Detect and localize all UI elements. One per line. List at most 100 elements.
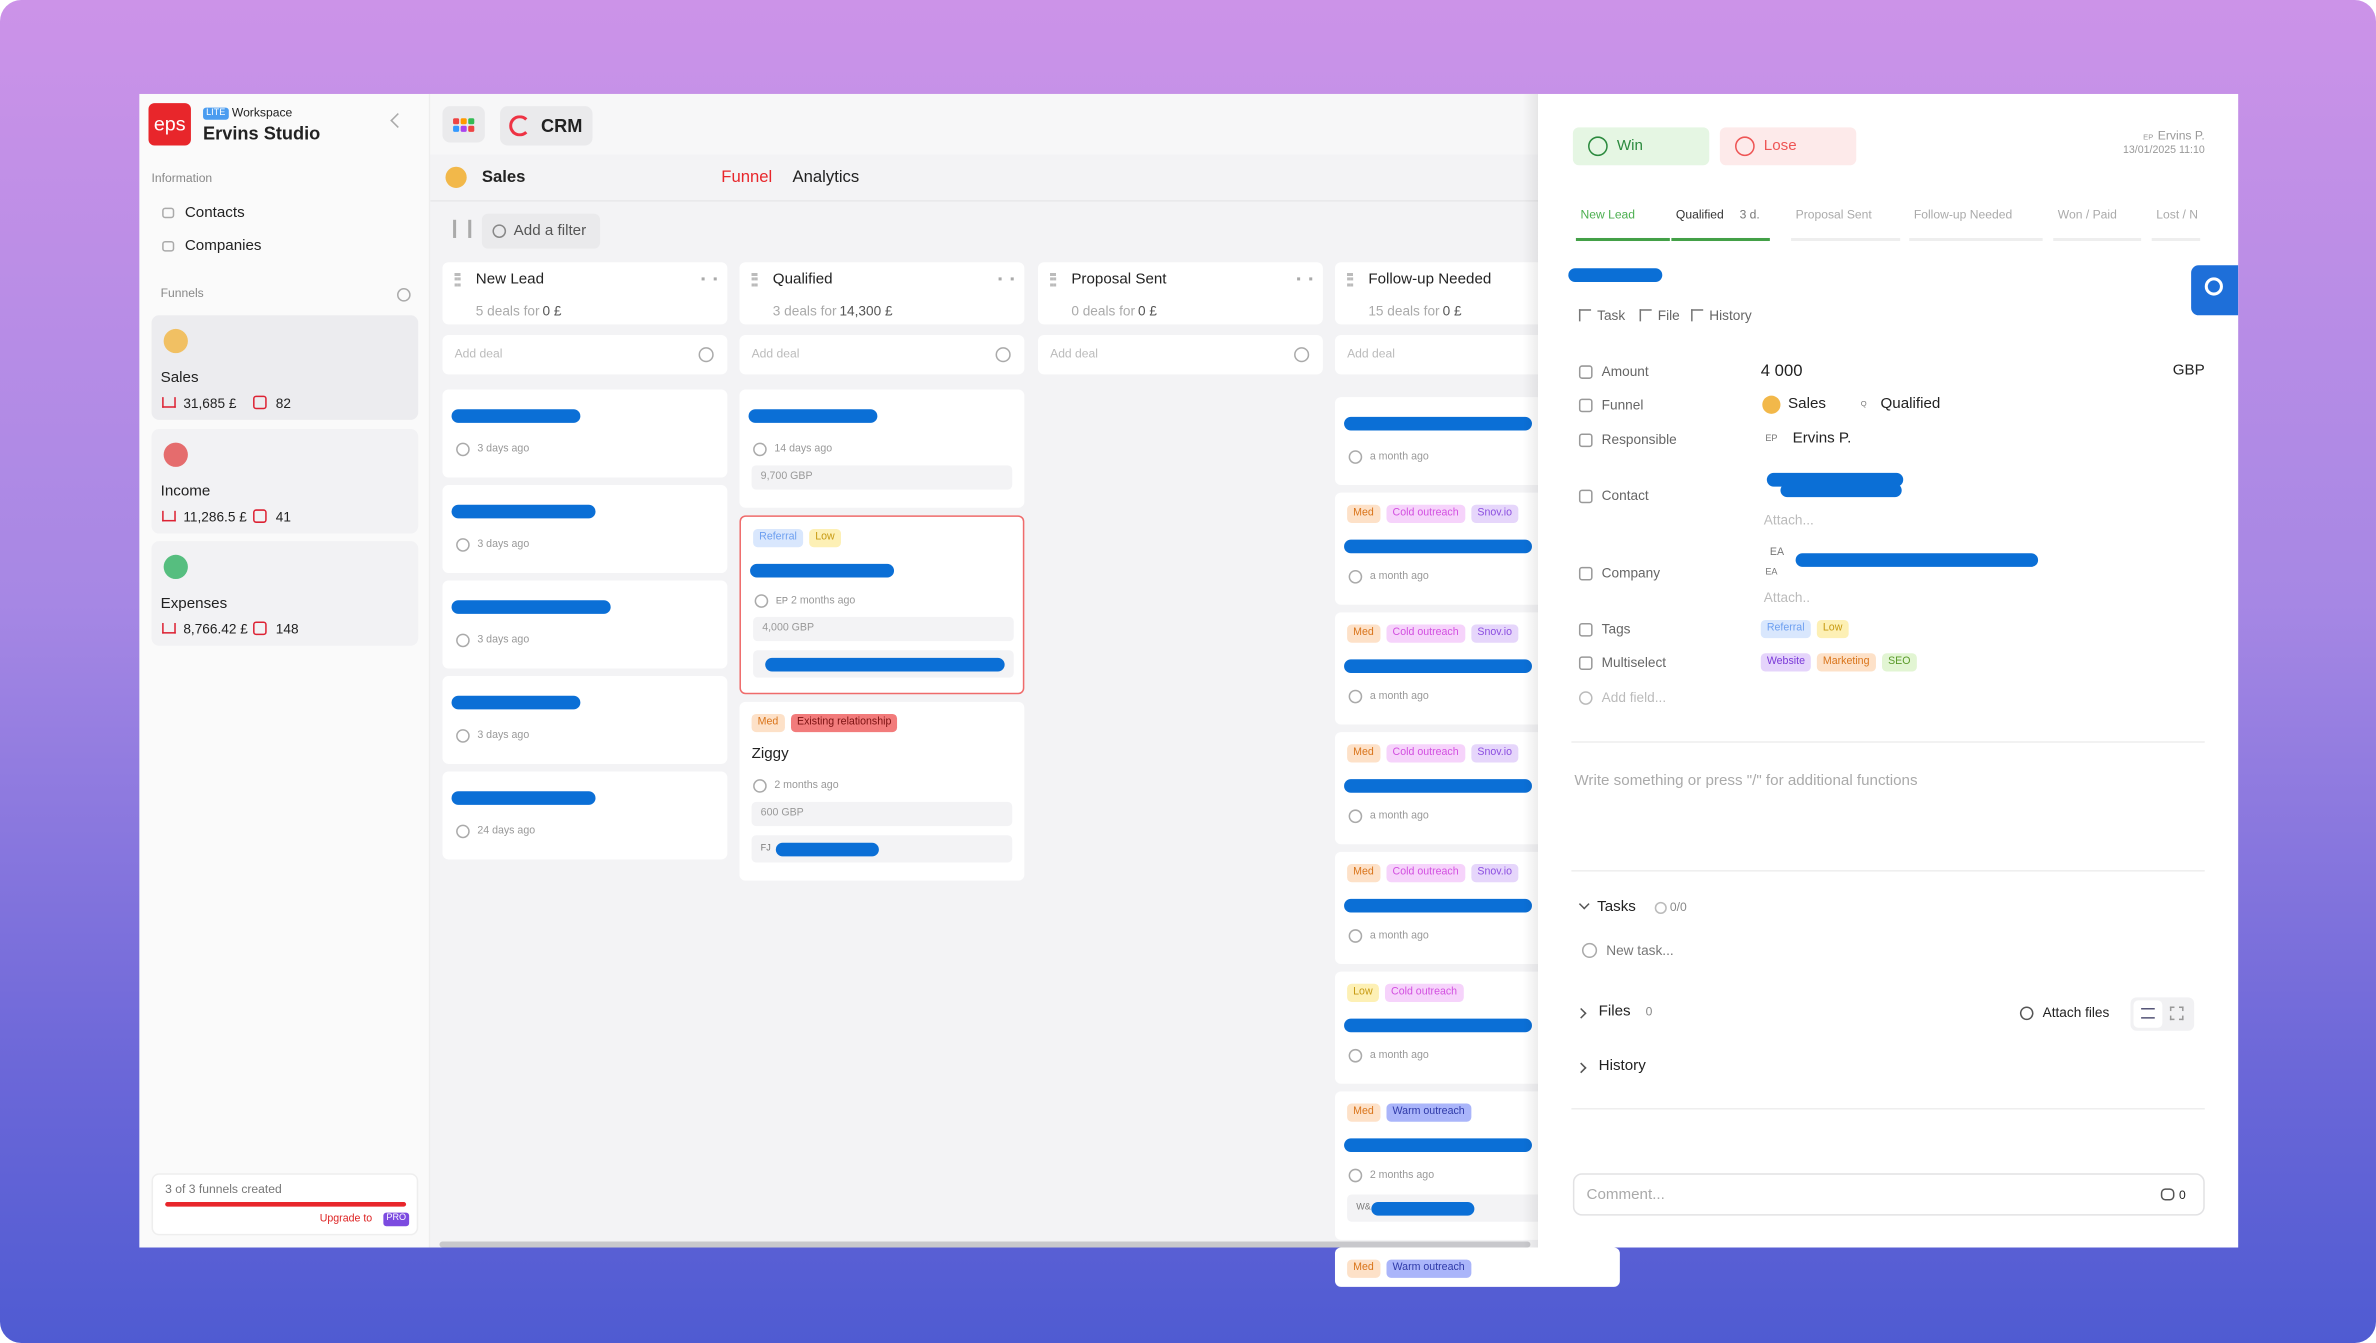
deal-time: 14 days ago xyxy=(774,444,833,455)
stage[interactable]: Won / Paid xyxy=(2057,207,2117,222)
tasks-toggle[interactable]: Tasks xyxy=(1597,898,1636,916)
attach[interactable]: Attach... xyxy=(1763,512,1814,528)
column-menu[interactable] xyxy=(701,277,717,281)
sidebar xyxy=(139,93,431,1248)
action-icon xyxy=(1578,309,1592,322)
new-task[interactable]: New task... xyxy=(1606,942,1674,958)
add-field[interactable]: Add field... xyxy=(1601,689,1667,705)
divider xyxy=(1571,870,2205,872)
initials: EP xyxy=(775,597,788,607)
date: 13/01/2025 11:10 xyxy=(2122,145,2205,157)
crm-button[interactable]: CRM xyxy=(500,106,593,146)
win-button[interactable]: Win xyxy=(1572,127,1710,166)
add-deal[interactable]: Add deal xyxy=(442,334,728,375)
tab[interactable]: Analytics xyxy=(792,168,860,187)
scrollbar[interactable] xyxy=(439,1241,1531,1248)
time-icon xyxy=(1348,1168,1363,1183)
deal-card[interactable]: 3 days ago xyxy=(442,580,728,669)
tasks-count: 0/0 xyxy=(1669,900,1687,915)
funnel-card[interactable]: Expenses 8,766.42 £ 148 xyxy=(151,541,419,646)
nav-item[interactable]: Contacts xyxy=(184,204,245,222)
tag: Marketing xyxy=(1816,653,1876,672)
deal-amount: 600 GBP xyxy=(751,801,1013,827)
funnel-count: 82 xyxy=(275,395,291,411)
time-icon xyxy=(753,442,767,457)
drag-handle xyxy=(1347,272,1354,287)
stage[interactable]: Lost / N xyxy=(2156,207,2199,222)
funnel-amount: 11,286.5 £ xyxy=(183,509,247,525)
comment-box[interactable]: Comment... 0 xyxy=(1572,1173,2205,1216)
funnel-card[interactable]: Income 11,286.5 £ 41 xyxy=(151,428,419,534)
action[interactable]: History xyxy=(1709,307,1752,323)
deal-card[interactable]: Referral Low EP 2 months ago 4,000 GBP xyxy=(739,515,1025,695)
add-deal[interactable]: Add deal xyxy=(739,334,1025,375)
history-toggle[interactable]: History xyxy=(1598,1058,1646,1075)
lose-button[interactable]: Lose xyxy=(1719,127,1857,166)
column-menu[interactable] xyxy=(998,277,1014,281)
action[interactable]: Task xyxy=(1597,307,1626,323)
stage[interactable]: Follow-up Needed xyxy=(1913,207,2013,222)
redaction xyxy=(1568,268,1663,282)
lose-label: Lose xyxy=(1763,137,1797,155)
field-label: Responsible xyxy=(1601,432,1677,448)
apps-button[interactable] xyxy=(442,106,485,143)
add-funnel[interactable] xyxy=(397,288,411,302)
chevron[interactable] xyxy=(1575,1007,1587,1019)
time-icon xyxy=(456,824,470,839)
stage[interactable]: Qualified xyxy=(1675,207,1724,222)
nav-icon xyxy=(162,207,175,219)
logo: eps xyxy=(148,103,191,146)
deal-time: a month ago xyxy=(1369,451,1429,463)
column-menu[interactable] xyxy=(1297,277,1313,281)
tag: Cold outreach xyxy=(1384,983,1464,1002)
filter-button[interactable]: Add a filter xyxy=(481,213,601,249)
deal-card[interactable]: 14 days ago 9,700 GBP xyxy=(739,389,1025,508)
tag: Snov.io xyxy=(1471,864,1519,883)
deal-card[interactable]: Med Warm outreach xyxy=(1334,1247,1620,1287)
search-button[interactable] xyxy=(2191,265,2239,316)
search-icon xyxy=(2204,277,2223,296)
deal-time: 3 days ago xyxy=(477,444,530,455)
grid-icon[interactable] xyxy=(2169,1006,2184,1021)
author-initials: EP xyxy=(2143,133,2154,143)
redaction xyxy=(1795,553,2039,567)
deal-card[interactable]: Med Existing relationship Ziggy 2 months ag… xyxy=(739,701,1025,881)
deal-card[interactable]: 24 days ago xyxy=(442,771,728,860)
action[interactable]: File xyxy=(1657,307,1680,323)
chevron[interactable] xyxy=(1575,1062,1587,1074)
stage-bar xyxy=(1791,237,1901,242)
editor[interactable]: Write something or press "/" for additio… xyxy=(1574,773,1918,790)
time-icon xyxy=(456,633,470,648)
stage[interactable]: Proposal Sent xyxy=(1795,207,1872,222)
deal-card[interactable]: 3 days ago xyxy=(442,485,728,573)
field-icon xyxy=(1578,433,1593,448)
deal-card[interactable]: 3 days ago xyxy=(442,389,728,478)
view-toggle[interactable] xyxy=(2130,997,2195,1031)
field-value: Ervins P. xyxy=(1792,430,1852,448)
field-label: Company xyxy=(1601,565,1661,581)
attach-files[interactable]: Attach files xyxy=(2042,1004,2110,1021)
column-title: Proposal Sent xyxy=(1071,271,1167,289)
drag-handle xyxy=(454,272,461,287)
list-view[interactable] xyxy=(2133,1000,2163,1028)
comment-placeholder: Comment... xyxy=(1586,1186,1665,1204)
tag: Cold outreach xyxy=(1386,744,1465,763)
column-summary: 5 deals for xyxy=(475,303,540,319)
nav-item[interactable]: Companies xyxy=(184,237,262,255)
deal-time: 2 months ago xyxy=(1369,1170,1435,1181)
stage[interactable]: New Lead xyxy=(1580,207,1636,222)
add-deal[interactable]: Add deal xyxy=(1037,334,1323,375)
redaction xyxy=(1344,779,1532,793)
attach[interactable]: Attach.. xyxy=(1763,589,1811,605)
amount-text: 4,000 GBP xyxy=(762,622,815,634)
panel-shadow xyxy=(1522,93,1539,1248)
funnel-icon xyxy=(1762,395,1781,414)
count-icon xyxy=(253,621,267,636)
files-toggle[interactable]: Files xyxy=(1598,1003,1631,1021)
deal-card[interactable]: 3 days ago xyxy=(442,676,728,764)
chevron[interactable] xyxy=(1578,898,1590,910)
funnel-card[interactable]: Sales 31,685 £ 82 xyxy=(151,315,419,420)
upgrade-link[interactable]: Upgrade to xyxy=(319,1214,373,1225)
filter-settings[interactable] xyxy=(453,219,472,238)
tab[interactable]: Funnel xyxy=(721,168,773,187)
